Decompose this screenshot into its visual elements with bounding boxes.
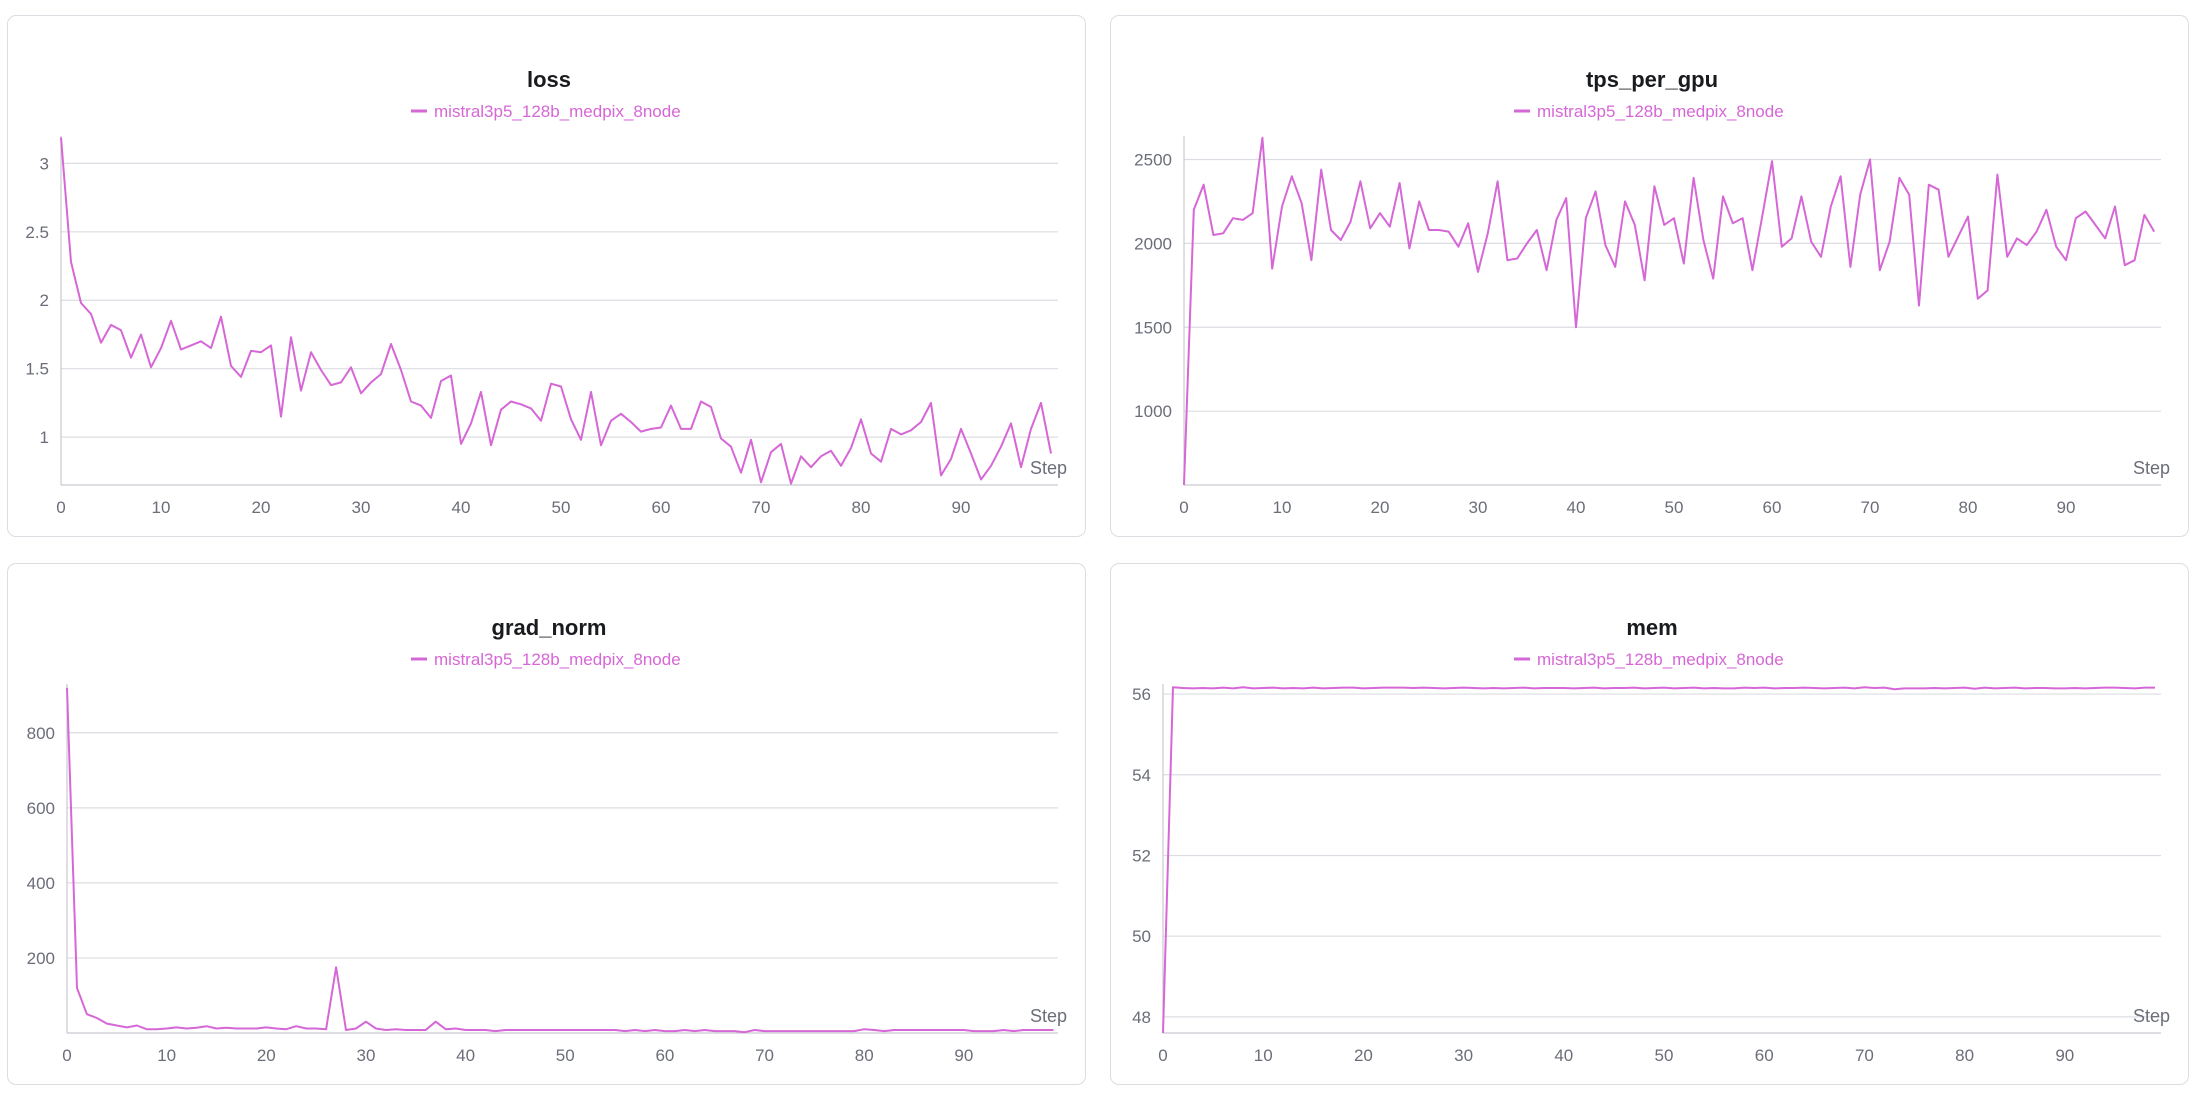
x-tick-label: 40	[1567, 498, 1586, 517]
x-tick-label: 60	[655, 1046, 674, 1065]
x-tick-label: 40	[1554, 1046, 1573, 1065]
x-axis-label: Step	[1030, 458, 1067, 478]
x-tick-label: 0	[62, 1046, 71, 1065]
x-tick-label: 90	[952, 498, 971, 517]
y-tick-label: 800	[27, 724, 55, 743]
series-line[interactable]	[60, 137, 1052, 485]
x-tick-label: 60	[1755, 1046, 1774, 1065]
x-tick-label: 70	[752, 498, 771, 517]
x-tick-label: 50	[1665, 498, 1684, 517]
legend-label[interactable]: mistral3p5_128b_medpix_8node	[434, 650, 681, 669]
chart-title: loss	[527, 67, 571, 92]
y-tick-label: 52	[1132, 846, 1151, 865]
y-tick-label: 200	[27, 949, 55, 968]
x-tick-label: 50	[1655, 1046, 1674, 1065]
y-tick-label: 2	[40, 291, 49, 310]
x-tick-label: 90	[2057, 498, 2076, 517]
y-tick-label: 56	[1132, 685, 1151, 704]
y-tick-label: 600	[27, 799, 55, 818]
x-tick-label: 0	[1158, 1046, 1167, 1065]
x-tick-label: 60	[1763, 498, 1782, 517]
legend-label[interactable]: mistral3p5_128b_medpix_8node	[434, 102, 681, 121]
loss-chart-panel[interactable]: loss mistral3p5_128b_medpix_8node 1 1.5 2 2…	[7, 15, 1086, 537]
x-tick-label: 10	[152, 498, 171, 517]
x-tick-label: 80	[852, 498, 871, 517]
y-tick-label: 54	[1132, 766, 1151, 785]
x-tick-label: 50	[552, 498, 571, 517]
series-line[interactable]	[1183, 136, 2156, 486]
series-line[interactable]	[1162, 686, 2155, 1034]
x-tick-label: 70	[755, 1046, 774, 1065]
x-tick-label: 0	[1179, 498, 1188, 517]
x-tick-label: 20	[252, 498, 271, 517]
y-tick-label: 48	[1132, 1008, 1151, 1027]
x-tick-label: 80	[1959, 498, 1978, 517]
y-tick-label: 2500	[1134, 150, 1172, 169]
x-tick-label: 90	[2055, 1046, 2074, 1065]
y-tick-label: 2000	[1134, 234, 1172, 253]
x-tick-label: 60	[652, 498, 671, 517]
y-tick-label: 50	[1132, 927, 1151, 946]
x-tick-label: 80	[1955, 1046, 1974, 1065]
x-tick-label: 30	[1469, 498, 1488, 517]
loss-chart: loss mistral3p5_128b_medpix_8node 1 1.5 2 2…	[25, 67, 1067, 517]
x-tick-label: 40	[456, 1046, 475, 1065]
y-tick-label: 3	[40, 154, 49, 173]
y-tick-label: 400	[27, 874, 55, 893]
x-axis-label: Step	[1030, 1006, 1067, 1026]
chart-title: tps_per_gpu	[1586, 67, 1718, 92]
y-tick-label: 1000	[1134, 402, 1172, 421]
y-tick-label: 1	[40, 428, 49, 447]
x-tick-label: 20	[257, 1046, 276, 1065]
chart-title: grad_norm	[492, 615, 607, 640]
grad-norm-chart-panel[interactable]: grad_norm mistral3p5_128b_medpix_8node 2…	[7, 563, 1086, 1085]
mem-chart-panel[interactable]: mem mistral3p5_128b_medpix_8node 48 50 52 5…	[1110, 563, 2189, 1085]
x-axis-label: Step	[2133, 458, 2170, 478]
x-tick-label: 50	[556, 1046, 575, 1065]
legend-label[interactable]: mistral3p5_128b_medpix_8node	[1537, 102, 1784, 121]
mem-chart: mem mistral3p5_128b_medpix_8node 48 50 52 5…	[1132, 615, 2170, 1065]
y-tick-label: 1500	[1134, 318, 1172, 337]
series-line[interactable]	[66, 687, 1054, 1034]
x-tick-label: 20	[1371, 498, 1390, 517]
tps-per-gpu-chart-panel[interactable]: tps_per_gpu mistral3p5_128b_medpix_8node…	[1110, 15, 2189, 537]
x-tick-label: 90	[954, 1046, 973, 1065]
x-tick-label: 80	[855, 1046, 874, 1065]
grad-norm-chart: grad_norm mistral3p5_128b_medpix_8node 2…	[27, 615, 1067, 1065]
x-tick-label: 10	[1254, 1046, 1273, 1065]
chart-title: mem	[1626, 615, 1677, 640]
tps-per-gpu-chart: tps_per_gpu mistral3p5_128b_medpix_8node…	[1134, 67, 2170, 517]
x-tick-label: 20	[1354, 1046, 1373, 1065]
x-tick-label: 40	[452, 498, 471, 517]
x-tick-label: 10	[157, 1046, 176, 1065]
x-tick-label: 70	[1855, 1046, 1874, 1065]
x-tick-label: 30	[1454, 1046, 1473, 1065]
x-tick-label: 10	[1273, 498, 1292, 517]
x-axis-label: Step	[2133, 1006, 2170, 1026]
x-tick-label: 30	[356, 1046, 375, 1065]
x-tick-label: 70	[1861, 498, 1880, 517]
y-tick-label: 1.5	[25, 360, 49, 379]
y-tick-label: 2.5	[25, 223, 49, 242]
x-tick-label: 0	[56, 498, 65, 517]
legend-label[interactable]: mistral3p5_128b_medpix_8node	[1537, 650, 1784, 669]
x-tick-label: 30	[352, 498, 371, 517]
